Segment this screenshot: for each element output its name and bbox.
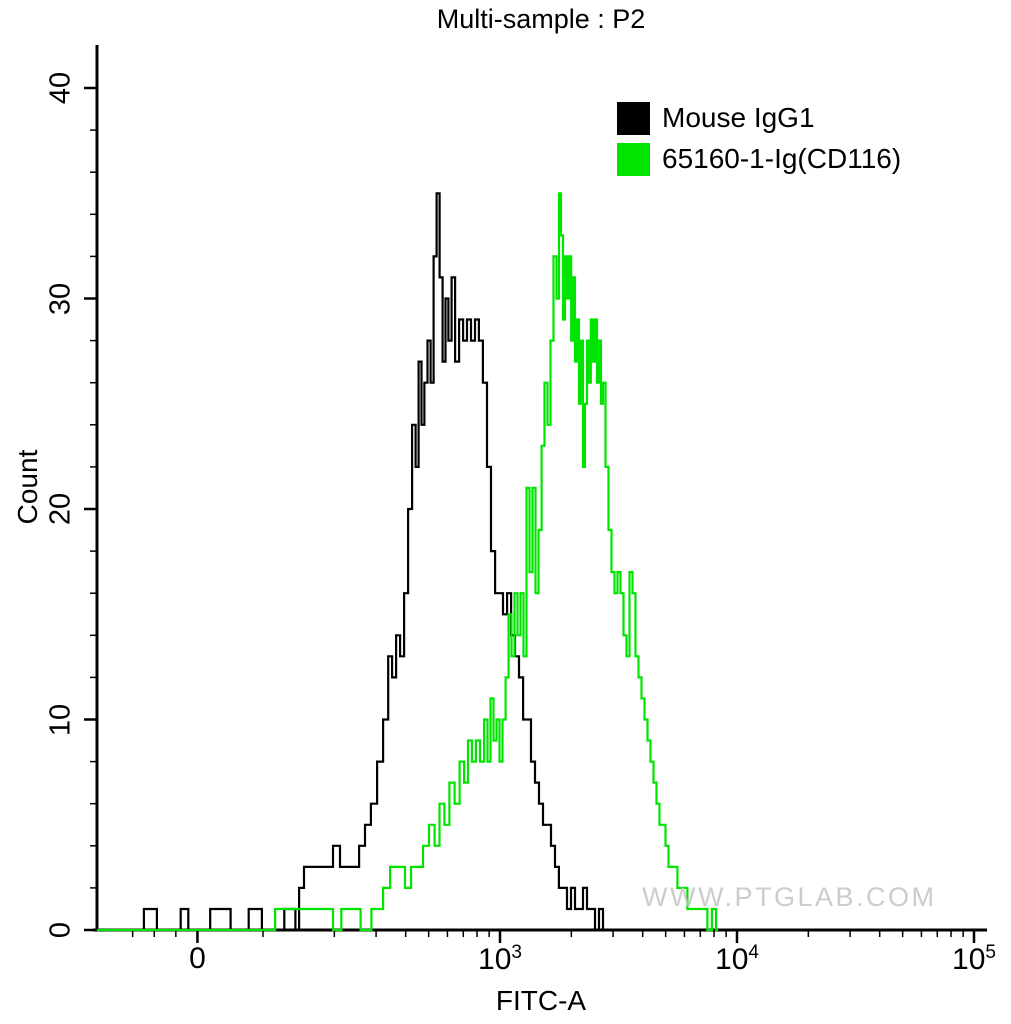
legend-label-cd116: 65160-1-Ig(CD116) — [662, 143, 902, 174]
tick-marks — [84, 86, 976, 943]
series-curves — [97, 192, 718, 932]
y-tick-label: 0 — [44, 921, 77, 939]
chart-title: Multi-sample : P2 — [436, 4, 646, 34]
watermark: WWW.PTGLAB.COM — [642, 882, 937, 912]
x-tick-label: 103 — [478, 942, 522, 976]
x-tick-label: 105 — [952, 942, 996, 976]
legend-swatch-black-icon — [617, 101, 650, 135]
y-tick-label: 40 — [44, 71, 77, 105]
y-tick-label: 20 — [44, 492, 77, 526]
x-tick-label: 0 — [189, 942, 206, 975]
legend-label-mouse-igg1: Mouse IgG1 — [662, 102, 815, 133]
legend-item-mouse-igg1: Mouse IgG1 — [617, 100, 901, 136]
y-tick-label: 30 — [44, 282, 77, 315]
y-tick-label: 10 — [44, 703, 77, 736]
legend-item-cd116: 65160-1-Ig(CD116) — [617, 141, 901, 177]
x-axis-label: FITC-A — [495, 985, 587, 1016]
legend-swatch-green-icon — [617, 142, 650, 176]
x-tick-label: 104 — [715, 942, 759, 976]
legend: Mouse IgG1 65160-1-Ig(CD116) — [617, 100, 901, 182]
series-curve-mouse-igg1 — [97, 192, 606, 932]
series-curve-65160-1-ig-cd116- — [97, 192, 718, 932]
